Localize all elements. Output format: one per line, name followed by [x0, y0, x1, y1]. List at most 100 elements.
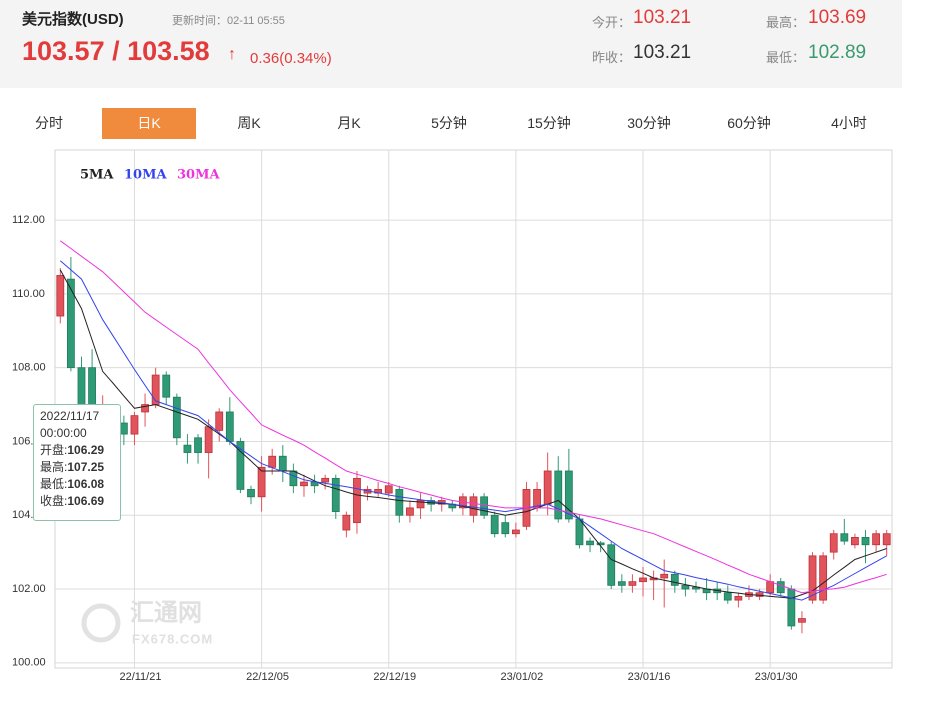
candle: [861, 530, 870, 564]
watermark-logo: [81, 603, 121, 643]
x-tick-label: 23/01/30: [755, 671, 798, 683]
candle-body: [543, 470, 552, 505]
period-tab[interactable]: 30分钟: [627, 115, 671, 131]
candle-body: [480, 496, 488, 516]
candle-body: [56, 275, 65, 317]
tooltip-value: 106.08: [67, 477, 105, 491]
candle-body: [416, 500, 425, 509]
candle: [511, 522, 520, 538]
candle-body: [639, 577, 647, 583]
candle-body: [776, 581, 785, 594]
candle: [681, 577, 690, 597]
candle: [321, 474, 330, 490]
candle-body: [469, 496, 478, 516]
candle: [776, 577, 785, 597]
candle: [649, 570, 658, 601]
candle-body: [819, 555, 828, 601]
candle: [670, 570, 679, 593]
candle: [141, 393, 149, 427]
candle: [427, 496, 436, 512]
candle-body: [808, 555, 817, 601]
update-time: 更新时间：02-11 05:55: [172, 15, 285, 27]
candle: [829, 530, 838, 560]
stat-label: 最低：: [766, 50, 806, 65]
candle-body: [554, 470, 563, 520]
candle: [130, 411, 139, 446]
candle: [289, 463, 298, 494]
candle: [872, 530, 881, 553]
candle: [278, 445, 287, 483]
candle-body: [141, 404, 149, 413]
period-tab[interactable]: 5分钟: [431, 115, 467, 131]
candle-body: [130, 415, 139, 435]
legend-label: 30MA: [177, 168, 220, 183]
candle-body: [406, 507, 414, 516]
candle: [469, 493, 478, 523]
candle: [787, 585, 796, 630]
candle: [660, 559, 669, 608]
period-tab[interactable]: 日K: [102, 108, 196, 139]
stat-label: 昨收：: [592, 50, 632, 65]
candle: [162, 371, 171, 405]
stat-label: 最高：: [766, 15, 806, 30]
period-tab[interactable]: 月K: [337, 115, 361, 131]
period-tab[interactable]: 分时: [35, 115, 63, 131]
candle: [215, 408, 224, 442]
stat-value: 103.21: [633, 7, 692, 28]
y-tick-label: 102.00: [12, 583, 46, 595]
candle: [543, 452, 552, 516]
candle-body: [586, 540, 594, 546]
candle: [183, 434, 192, 464]
period-tab[interactable]: 周K: [237, 115, 261, 131]
title: 美元指数(USD): [22, 11, 124, 28]
candle: [522, 482, 531, 531]
candle: [639, 566, 647, 597]
candle: [490, 511, 499, 538]
tooltip-value: 106.69: [67, 494, 105, 508]
x-tick-label: 23/01/16: [628, 671, 671, 683]
candle: [586, 537, 594, 553]
tooltip-value: 107.25: [67, 460, 105, 474]
candle: [607, 541, 616, 590]
candle: [459, 493, 467, 516]
candle: [247, 485, 255, 505]
period-tab[interactable]: 4小时: [831, 115, 867, 131]
quote-header: 美元指数(USD) 更新时间：02-11 05:55 103.57 / 103.…: [0, 0, 902, 88]
candle: [119, 415, 128, 446]
ma-line: [59, 260, 887, 601]
candle: [172, 393, 181, 446]
candle-body: [617, 581, 626, 586]
candle: [236, 437, 245, 494]
x-tick-label: 22/12/05: [246, 671, 289, 683]
candle-body: [660, 573, 669, 579]
candle-body: [490, 514, 499, 535]
ma-line: [59, 269, 887, 599]
ma-line: [60, 240, 887, 594]
candle-body: [787, 588, 796, 627]
tooltip-date: 2022/11/17: [40, 409, 100, 423]
candle-body: [861, 536, 870, 546]
period-tab[interactable]: 60分钟: [727, 115, 771, 131]
candle-body: [564, 470, 573, 520]
legend-label: 5MA: [80, 168, 114, 183]
candle-body: [723, 592, 732, 601]
candle: [798, 611, 806, 634]
candle-body: [829, 533, 838, 553]
y-tick-label: 108.00: [12, 362, 46, 374]
candle-body: [119, 422, 128, 435]
candle-body: [681, 584, 690, 590]
candle: [851, 533, 859, 549]
candle: [300, 474, 308, 497]
candle-body: [331, 477, 340, 512]
period-tab[interactable]: 15分钟: [527, 115, 571, 131]
candle-body: [596, 542, 605, 546]
candle: [56, 268, 65, 324]
candle-body: [300, 481, 308, 487]
candle-body: [183, 444, 192, 453]
candle-body: [66, 278, 75, 369]
candle: [564, 448, 573, 523]
candle: [363, 485, 372, 501]
candle: [501, 515, 510, 538]
watermark: 汇通网 FX678.COM: [81, 599, 212, 646]
